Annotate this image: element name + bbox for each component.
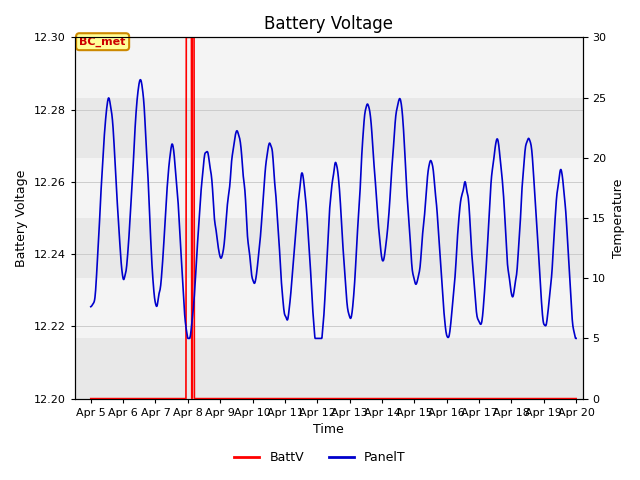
Y-axis label: Battery Voltage: Battery Voltage: [15, 169, 28, 267]
Title: Battery Voltage: Battery Voltage: [264, 15, 393, 33]
Bar: [75, 278, 582, 338]
Bar: [75, 158, 582, 218]
Bar: [75, 37, 582, 97]
Text: BC_met: BC_met: [79, 36, 126, 47]
X-axis label: Time: Time: [313, 423, 344, 436]
Bar: [75, 338, 582, 398]
Bar: [75, 218, 582, 278]
Y-axis label: Temperature: Temperature: [612, 178, 625, 258]
Bar: [75, 97, 582, 158]
Legend: BattV, PanelT: BattV, PanelT: [229, 446, 411, 469]
